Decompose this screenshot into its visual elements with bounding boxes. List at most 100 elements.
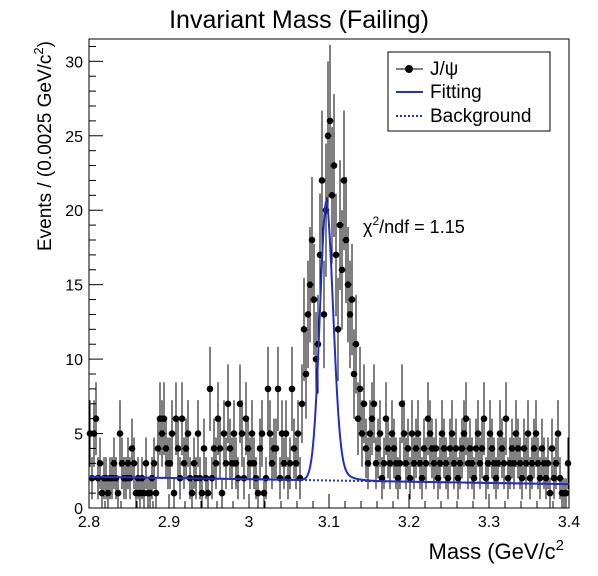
data-point bbox=[462, 382, 470, 456]
data-marker bbox=[272, 445, 280, 452]
data-marker bbox=[408, 430, 416, 437]
x-tick-label: 3.4 bbox=[558, 514, 580, 531]
data-marker bbox=[266, 430, 274, 437]
data-point bbox=[254, 478, 262, 508]
data-marker bbox=[212, 460, 220, 467]
x-axis-label: Mass (GeV/c2 bbox=[429, 537, 564, 564]
data-point bbox=[334, 277, 342, 381]
data-marker bbox=[348, 296, 356, 303]
data-point bbox=[404, 418, 412, 479]
data-marker bbox=[554, 430, 562, 437]
data-marker bbox=[352, 340, 360, 348]
data-point bbox=[264, 346, 272, 432]
data-point bbox=[238, 400, 246, 467]
data-marker bbox=[274, 385, 282, 393]
x-tick-label: 3.2 bbox=[398, 514, 420, 531]
y-tick-label: 0 bbox=[74, 501, 83, 518]
data-point bbox=[150, 437, 158, 490]
data-marker bbox=[406, 474, 414, 482]
data-point bbox=[352, 294, 360, 394]
data-point bbox=[452, 418, 460, 479]
data-marker bbox=[532, 430, 540, 437]
background-curve bbox=[88, 475, 570, 486]
data-marker bbox=[174, 445, 182, 452]
data-point bbox=[400, 400, 408, 467]
data-marker bbox=[318, 177, 326, 184]
data-point bbox=[194, 400, 202, 467]
data-marker bbox=[330, 162, 338, 169]
data-point bbox=[338, 210, 346, 330]
data-point bbox=[500, 437, 508, 490]
data-point bbox=[152, 478, 160, 508]
data-marker bbox=[224, 400, 232, 408]
data-marker bbox=[320, 311, 328, 318]
data-marker bbox=[200, 445, 208, 452]
data-marker bbox=[452, 445, 460, 452]
data-point bbox=[184, 400, 192, 467]
data-point bbox=[360, 364, 368, 444]
x-axis-ticks: 2.8 2.9 3 3.1 3.2 3.3 3.4 bbox=[78, 494, 580, 531]
data-point bbox=[376, 400, 384, 467]
data-point bbox=[248, 400, 256, 467]
data-point bbox=[422, 437, 430, 490]
data-point bbox=[502, 382, 510, 456]
y-tick-label: 20 bbox=[65, 203, 83, 220]
data-point bbox=[544, 437, 552, 490]
x-axis-label-sup: 2 bbox=[556, 537, 564, 554]
data-point bbox=[212, 437, 220, 490]
data-marker bbox=[332, 251, 340, 259]
data-point bbox=[554, 400, 562, 467]
y-axis-ticks: 0 5 10 15 20 25 30 bbox=[65, 45, 103, 518]
y-tick-label: 5 bbox=[74, 427, 83, 444]
data-marker bbox=[502, 415, 510, 422]
x-axis-label-text: Mass (GeV/c bbox=[429, 539, 556, 564]
data-point bbox=[204, 478, 212, 508]
data-marker bbox=[480, 415, 488, 422]
data-marker bbox=[282, 430, 290, 437]
data-marker bbox=[524, 430, 532, 437]
data-point bbox=[414, 400, 422, 467]
data-marker bbox=[168, 430, 176, 437]
data-point bbox=[218, 478, 226, 508]
y-tick-label: 30 bbox=[65, 54, 83, 71]
data-point bbox=[318, 110, 326, 251]
data-point bbox=[174, 418, 182, 479]
data-marker bbox=[248, 430, 256, 437]
data-point bbox=[272, 418, 280, 479]
x-tick-label: 3.1 bbox=[318, 514, 340, 531]
data-point bbox=[288, 346, 296, 432]
data-marker bbox=[448, 430, 456, 437]
data-point bbox=[92, 382, 100, 456]
data-point bbox=[130, 437, 138, 490]
data-marker bbox=[258, 430, 266, 437]
data-point bbox=[198, 478, 206, 508]
data-point bbox=[396, 437, 404, 490]
data-marker bbox=[338, 266, 346, 274]
data-marker bbox=[230, 430, 238, 437]
data-point bbox=[258, 400, 266, 467]
data-marker bbox=[220, 430, 228, 437]
data-point bbox=[524, 400, 532, 467]
legend: J/ψ Fitting Background bbox=[387, 51, 551, 132]
data-point bbox=[220, 400, 228, 467]
data-marker bbox=[546, 489, 554, 497]
data-point bbox=[96, 437, 104, 490]
data-marker bbox=[474, 430, 482, 437]
data-point bbox=[320, 260, 328, 369]
data-point bbox=[200, 418, 208, 479]
data-marker bbox=[130, 460, 138, 467]
data-marker bbox=[206, 385, 214, 393]
data-marker bbox=[462, 415, 470, 422]
data-marker bbox=[562, 489, 570, 497]
y-tick-label: 10 bbox=[65, 352, 83, 369]
chart-title: Invariant Mass (Failing) bbox=[169, 6, 429, 34]
data-point bbox=[326, 44, 334, 197]
data-marker bbox=[380, 460, 388, 467]
data-marker bbox=[360, 400, 368, 408]
data-marker bbox=[150, 460, 158, 467]
data-marker bbox=[356, 385, 364, 393]
data-point bbox=[432, 418, 440, 479]
data-point bbox=[474, 400, 482, 467]
